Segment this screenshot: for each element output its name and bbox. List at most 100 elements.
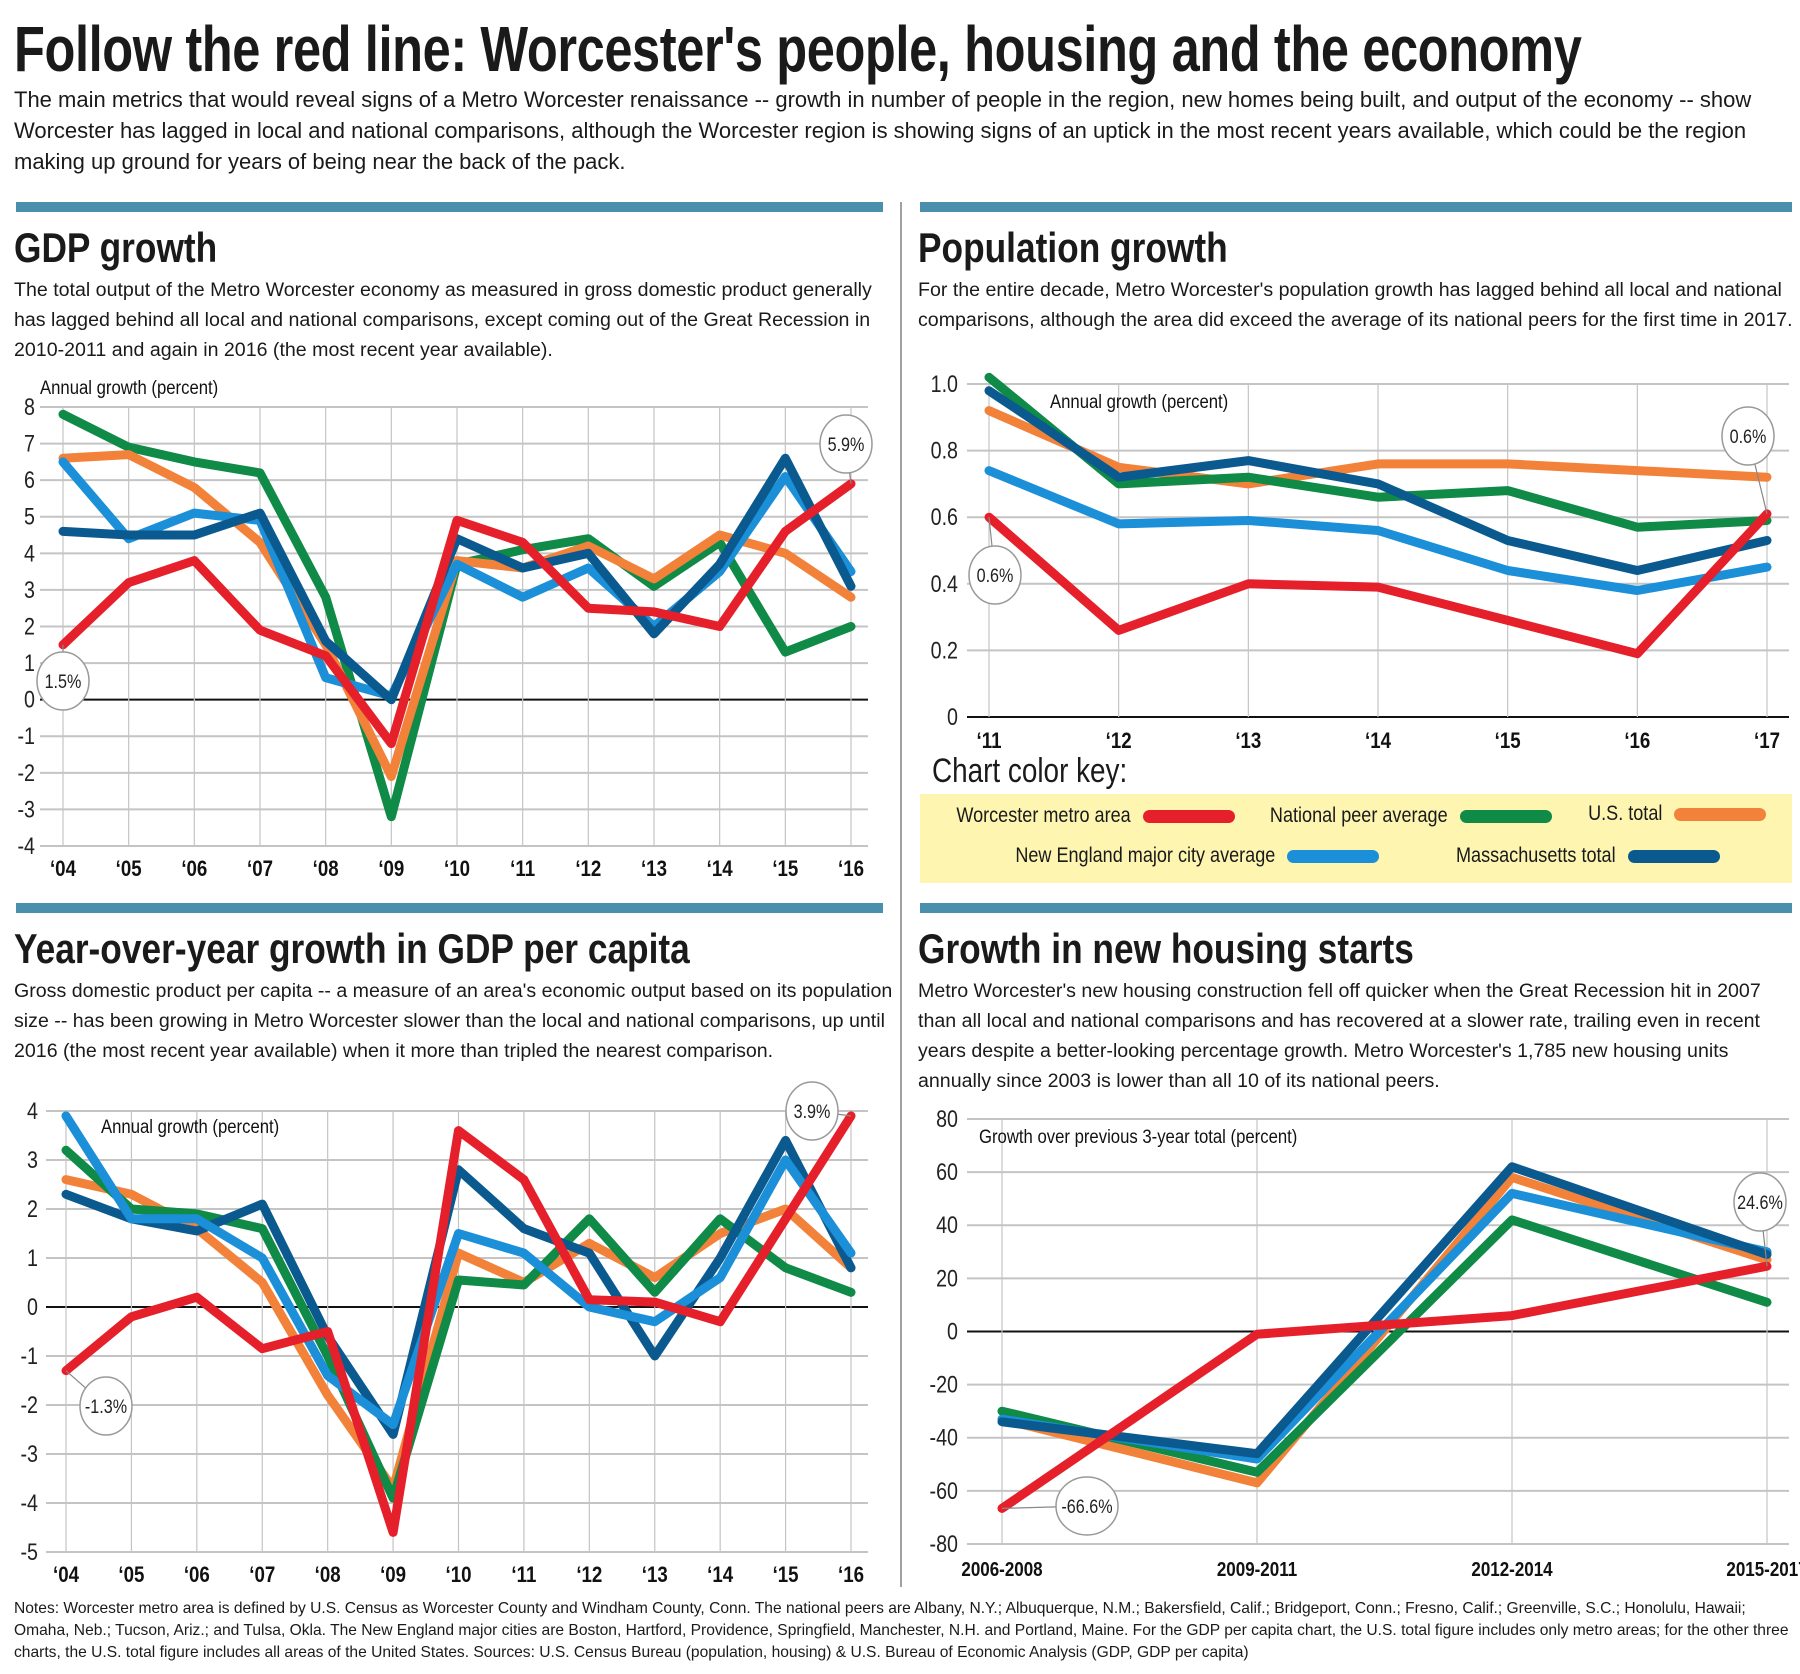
x-tick-label: ‘05	[116, 858, 142, 882]
legend-swatch-green	[1460, 809, 1552, 823]
y-tick-label: 0.8	[931, 437, 958, 464]
x-tick-label: ‘17	[1754, 730, 1780, 754]
y-tick-label: -3	[17, 796, 35, 823]
callout-bubble	[1055, 1476, 1119, 1536]
x-tick-label: ‘08	[313, 858, 339, 882]
section-bar	[920, 903, 1792, 913]
legend-swatch-light-blue	[1287, 849, 1379, 863]
x-tick-label: ‘11	[510, 858, 535, 882]
section-bar	[920, 202, 1792, 212]
series-line-massachusetts-total	[984, 386, 1772, 575]
legend-swatch-orange	[1674, 807, 1766, 821]
callout-label: 3.9%	[794, 1101, 831, 1123]
x-tick-label: ‘04	[50, 858, 77, 882]
x-tick-label: ‘05	[118, 1564, 144, 1588]
x-tick-label: ‘10	[446, 1564, 472, 1588]
legend-label: Massachusetts total	[1456, 844, 1616, 867]
x-tick-label: ‘16	[838, 1564, 864, 1588]
notes: Notes: Worcester metro area is defined b…	[14, 1600, 1789, 1661]
x-tick-label: ‘11	[977, 730, 1002, 754]
x-tick-label: 2012-2014	[1471, 1558, 1553, 1581]
y-tick-label: 0	[27, 1293, 38, 1320]
y-tick-label: 4	[24, 539, 35, 566]
callout-bubble	[1733, 1172, 1787, 1232]
y-tick-label: -4	[20, 1489, 38, 1516]
x-tick-label: 2015-2017	[1726, 1558, 1800, 1581]
legend-item-massachusetts: Massachusetts total	[1430, 844, 1720, 868]
legend-label: National peer average	[1270, 804, 1448, 827]
legend-label: U.S. total	[1587, 802, 1662, 825]
section-bar	[16, 202, 883, 212]
x-tick-label: ‘12	[576, 1564, 602, 1588]
y-axis-label: Growth over previous 3-year total (perce…	[979, 1126, 1297, 1147]
gdp-per-capita-description: Gross domestic product per capita -- a m…	[14, 980, 893, 1062]
y-tick-label: 0.6	[931, 503, 958, 530]
y-tick-label: 20	[936, 1265, 958, 1292]
y-tick-label: 7	[24, 430, 35, 457]
x-tick-label: ‘04	[53, 1564, 80, 1588]
y-tick-label: 8	[24, 393, 35, 420]
callout-label: 5.9%	[828, 434, 865, 456]
series-line-massachusetts-total	[61, 1135, 856, 1439]
x-tick-label: ‘14	[1365, 730, 1392, 754]
page-title: Follow the red line: Worcester's people,…	[14, 13, 1582, 85]
x-tick-label: ‘12	[575, 858, 601, 882]
population-description: For the entire decade, Metro Worcester's…	[918, 279, 1793, 331]
x-tick-label: ‘07	[249, 1564, 275, 1588]
x-tick-label: ‘09	[380, 1564, 406, 1588]
intro-text: The main metrics that would reveal signs…	[14, 87, 1752, 174]
y-tick-label: -1	[17, 722, 35, 749]
y-tick-label: 2	[24, 613, 35, 640]
y-axis-label: Annual growth (percent)	[40, 377, 218, 398]
y-tick-label: 0	[24, 686, 35, 713]
series-line-u-s-total	[984, 406, 1772, 489]
callout-bubble	[36, 651, 90, 711]
population-chart: 1.0 0.8 0.6 0.4 0.2 0 ‘11 ‘12 ‘13 ‘14 ‘15 ‘16 ‘17 Ann…	[931, 370, 1789, 753]
y-tick-label: -2	[20, 1391, 38, 1418]
y-tick-label: 1.0	[931, 370, 958, 397]
x-tick-label: ‘13	[1235, 730, 1261, 754]
x-tick-label: ‘07	[247, 858, 273, 882]
x-tick-label: ‘11	[511, 1564, 536, 1588]
callout-label: -66.6%	[1061, 1496, 1112, 1518]
y-tick-label: 4	[27, 1097, 38, 1124]
y-tick-label: -4	[17, 832, 35, 859]
y-axis-label: Annual growth (percent)	[1050, 391, 1228, 412]
callout-bubble	[968, 545, 1022, 605]
y-tick-label: 6	[24, 466, 35, 493]
y-tick-label: 0	[947, 703, 958, 730]
x-tick-label: 2006-2008	[961, 1558, 1042, 1581]
y-tick-label: -5	[20, 1538, 38, 1565]
section-bar	[16, 903, 883, 913]
y-tick-label: 5	[24, 503, 35, 530]
legend-label: New England major city average	[1014, 844, 1275, 867]
y-tick-label: 80	[936, 1105, 958, 1132]
x-tick-label: ‘16	[838, 858, 864, 882]
callout-bubble	[819, 414, 873, 474]
series-line-worcester-metro-area	[61, 1111, 856, 1537]
column-divider	[900, 202, 902, 1587]
y-tick-label: 0.4	[931, 570, 958, 597]
x-tick-label: ‘13	[642, 1564, 668, 1588]
color-key: Worcester metro area National peer avera…	[920, 794, 1792, 883]
legend-item-new-england: New England major city average	[973, 844, 1379, 868]
y-tick-label: 3	[27, 1146, 38, 1173]
series-line-national-peer-average	[984, 372, 1772, 532]
series-line-worcester-metro-area	[997, 1261, 1772, 1513]
gdp_per_capita-chart: 4 3 2 1 0 -1 -2 -3 -4 -5 ‘04 ‘05 ‘06 ‘07 ‘08 ‘09 ‘10 ‘11 ‘…	[20, 1081, 868, 1588]
series-line-new-england-major-city-average	[61, 1111, 856, 1430]
y-tick-label: 60	[936, 1158, 958, 1185]
legend-swatch-red	[1143, 809, 1235, 823]
y-tick-label: 2	[27, 1195, 38, 1222]
y-tick-label: 1	[27, 1244, 38, 1271]
callout-label: 0.6%	[977, 565, 1014, 587]
series-line-new-england-major-city-average	[984, 466, 1772, 595]
x-tick-label: ‘06	[184, 1564, 210, 1588]
callout-label: 24.6%	[1737, 1192, 1783, 1214]
legend-item-us-total: U.S. total	[1576, 802, 1766, 826]
housing-heading: Growth in new housing starts	[918, 925, 1414, 972]
y-tick-label: 3	[24, 576, 35, 603]
y-tick-label: -2	[17, 759, 35, 786]
gdp-description: The total output of the Metro Worcester …	[14, 279, 872, 361]
